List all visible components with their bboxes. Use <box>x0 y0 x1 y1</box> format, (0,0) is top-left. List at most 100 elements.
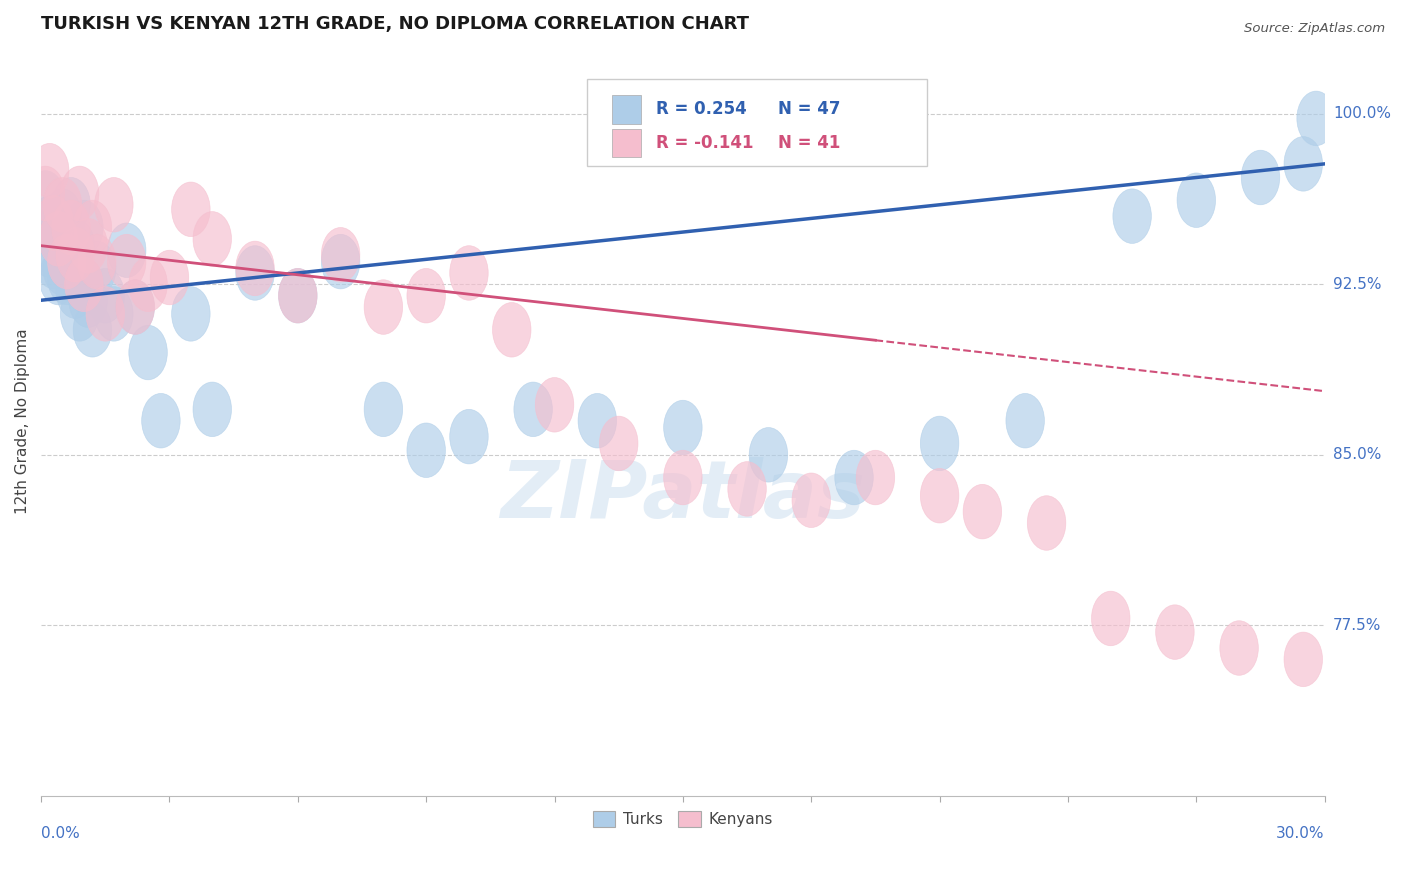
Ellipse shape <box>94 286 134 341</box>
Ellipse shape <box>322 227 360 282</box>
Ellipse shape <box>73 200 111 255</box>
Ellipse shape <box>1177 173 1216 227</box>
Legend: Turks, Kenyans: Turks, Kenyans <box>586 805 779 833</box>
Ellipse shape <box>48 211 86 266</box>
FancyBboxPatch shape <box>612 95 641 124</box>
Ellipse shape <box>60 166 98 220</box>
Ellipse shape <box>31 144 69 198</box>
Text: R = -0.141: R = -0.141 <box>657 134 754 153</box>
Ellipse shape <box>1156 605 1194 659</box>
Text: N = 47: N = 47 <box>778 101 841 119</box>
Text: TURKISH VS KENYAN 12TH GRADE, NO DIPLOMA CORRELATION CHART: TURKISH VS KENYAN 12TH GRADE, NO DIPLOMA… <box>41 15 749 33</box>
Ellipse shape <box>56 227 94 282</box>
Ellipse shape <box>193 382 232 436</box>
Ellipse shape <box>52 200 90 255</box>
Y-axis label: 12th Grade, No Diploma: 12th Grade, No Diploma <box>15 328 30 514</box>
Ellipse shape <box>35 205 73 260</box>
Ellipse shape <box>1114 189 1152 244</box>
Ellipse shape <box>406 268 446 323</box>
Ellipse shape <box>27 170 65 226</box>
Ellipse shape <box>1220 621 1258 675</box>
Ellipse shape <box>86 268 125 323</box>
Ellipse shape <box>1091 591 1130 646</box>
Ellipse shape <box>322 235 360 289</box>
Ellipse shape <box>792 473 831 527</box>
Ellipse shape <box>129 257 167 311</box>
Ellipse shape <box>77 235 115 289</box>
Ellipse shape <box>48 251 86 305</box>
Ellipse shape <box>172 182 209 236</box>
Ellipse shape <box>1296 91 1336 145</box>
Ellipse shape <box>172 286 209 341</box>
Ellipse shape <box>364 382 402 436</box>
Ellipse shape <box>963 484 1001 539</box>
Ellipse shape <box>599 417 638 471</box>
Text: R = 0.254: R = 0.254 <box>657 101 747 119</box>
Ellipse shape <box>835 450 873 505</box>
Text: 30.0%: 30.0% <box>1277 826 1324 841</box>
Ellipse shape <box>65 257 103 311</box>
Ellipse shape <box>48 235 86 289</box>
Ellipse shape <box>856 450 894 505</box>
Text: ZIPatlas: ZIPatlas <box>501 457 865 534</box>
Text: 100.0%: 100.0% <box>1333 106 1391 121</box>
Ellipse shape <box>1284 136 1323 191</box>
Ellipse shape <box>31 223 69 277</box>
Ellipse shape <box>1028 496 1066 550</box>
Ellipse shape <box>35 195 73 251</box>
FancyBboxPatch shape <box>586 79 927 166</box>
Ellipse shape <box>107 235 146 289</box>
Ellipse shape <box>236 245 274 301</box>
Ellipse shape <box>536 377 574 432</box>
Ellipse shape <box>921 417 959 471</box>
Ellipse shape <box>193 211 232 266</box>
Ellipse shape <box>56 219 94 273</box>
Ellipse shape <box>1284 632 1323 687</box>
Text: 0.0%: 0.0% <box>41 826 80 841</box>
Ellipse shape <box>129 326 167 380</box>
Ellipse shape <box>513 382 553 436</box>
Ellipse shape <box>73 302 111 357</box>
Ellipse shape <box>52 235 90 289</box>
Ellipse shape <box>749 427 787 482</box>
Ellipse shape <box>69 273 107 327</box>
Text: Source: ZipAtlas.com: Source: ZipAtlas.com <box>1244 22 1385 36</box>
Ellipse shape <box>664 450 702 505</box>
Ellipse shape <box>65 257 103 311</box>
Ellipse shape <box>450 245 488 301</box>
Ellipse shape <box>1005 393 1045 448</box>
Ellipse shape <box>364 280 402 334</box>
Ellipse shape <box>44 189 82 244</box>
Text: N = 41: N = 41 <box>778 134 841 153</box>
Ellipse shape <box>278 268 318 323</box>
Ellipse shape <box>578 393 617 448</box>
Ellipse shape <box>107 223 146 277</box>
Ellipse shape <box>142 393 180 448</box>
Ellipse shape <box>35 235 73 289</box>
Ellipse shape <box>94 178 134 232</box>
Ellipse shape <box>31 195 69 251</box>
Ellipse shape <box>69 219 107 273</box>
Ellipse shape <box>406 423 446 477</box>
Ellipse shape <box>115 280 155 334</box>
Ellipse shape <box>115 280 155 334</box>
Ellipse shape <box>1241 150 1279 205</box>
Ellipse shape <box>278 268 318 323</box>
Ellipse shape <box>921 468 959 523</box>
Ellipse shape <box>39 211 77 266</box>
Ellipse shape <box>236 241 274 296</box>
Ellipse shape <box>65 200 103 255</box>
Ellipse shape <box>150 251 188 305</box>
Ellipse shape <box>450 409 488 464</box>
Ellipse shape <box>52 178 90 232</box>
Ellipse shape <box>664 401 702 455</box>
Text: 85.0%: 85.0% <box>1333 447 1381 462</box>
Ellipse shape <box>86 286 125 341</box>
Ellipse shape <box>56 264 94 318</box>
Ellipse shape <box>39 211 77 266</box>
Ellipse shape <box>44 241 82 296</box>
Ellipse shape <box>44 178 82 232</box>
Ellipse shape <box>60 286 98 341</box>
Text: 77.5%: 77.5% <box>1333 618 1381 632</box>
Ellipse shape <box>39 251 77 305</box>
